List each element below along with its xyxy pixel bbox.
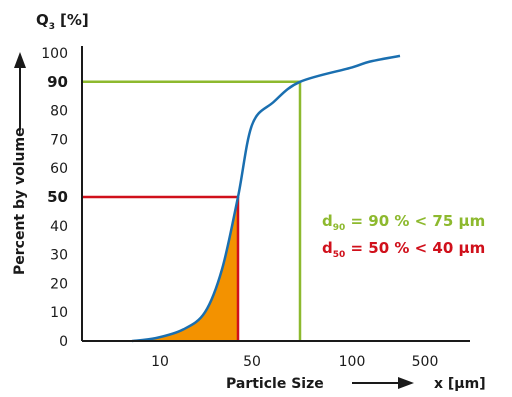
y-tick-label-20: 20 [50,276,68,292]
marker-lines-layer [82,80,302,341]
y-unit-symbol: Q [36,11,49,29]
annotation-d90: d90 = 90 % < 75 µm [322,212,485,233]
y-tick-label-80: 80 [50,104,68,120]
y-unit-label: Q3 [%] [36,11,89,32]
y-axis-label: Percent by volume [12,127,28,275]
annotation-box [314,203,492,263]
curve-line [131,54,401,343]
annotation-d50-text: = 50 % < 40 µm [345,239,485,257]
y-tick-label-60: 60 [50,161,68,177]
x-axis-unit: x [µm] [434,376,486,392]
annotation-d90-symbol: d [322,212,333,230]
curve-layer [131,54,401,343]
y-tick-label-70: 70 [50,132,68,148]
fill-area-d50 [132,197,238,341]
y-tick-label-100: 100 [41,46,68,62]
annotation-d50-symbol: d [322,239,333,257]
annotation-d50-subscript: 50 [333,250,346,260]
y-tick-label-0: 0 [59,334,68,350]
annotation-d50: d50 = 50 % < 40 µm [322,239,485,260]
x-tick-label-500: 500 [412,354,439,370]
y-tick-label-50: 50 [47,188,68,206]
tick-labels-layer: 0 10 20 30 40 50 60 70 80 90 100 10 50 100 500 [41,46,438,370]
y-unit-subscript: 3 [49,22,55,32]
annotation-d90-subscript: 90 [333,223,346,233]
y-unit-value: [%] [60,11,89,29]
x-tick-label-50: 50 [243,354,261,370]
y-tick-label-40: 40 [50,219,68,235]
y-axis-arrow [14,52,26,130]
axes-layer [81,46,470,342]
fill-area-layer [132,197,238,341]
y-tick-label-90: 90 [47,73,68,91]
annotation-d90-text: = 90 % < 75 µm [345,212,485,230]
y-tick-label-30: 30 [50,248,68,264]
y-tick-label-10: 10 [50,305,68,321]
x-axis-arrow [352,377,414,389]
x-tick-label-100: 100 [339,354,366,370]
x-tick-label-10: 10 [151,354,169,370]
x-axis-label: Particle Size [226,376,324,392]
